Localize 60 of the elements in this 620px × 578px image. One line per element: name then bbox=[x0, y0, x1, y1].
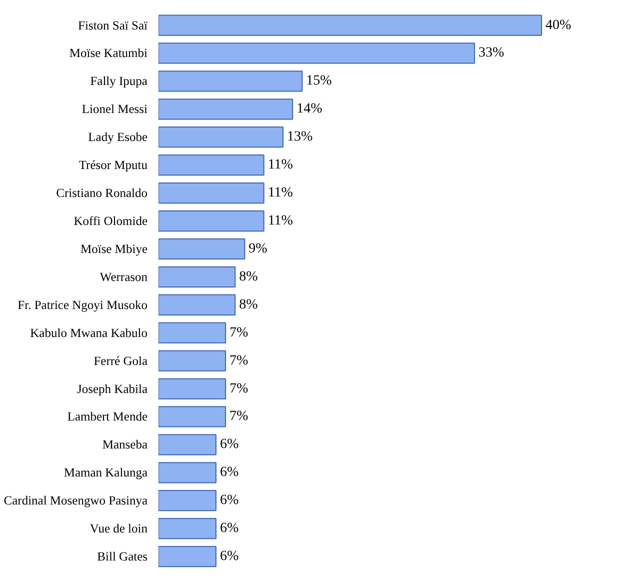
data-label: 15% bbox=[306, 74, 332, 89]
data-label: 8% bbox=[239, 269, 258, 284]
bar bbox=[158, 462, 216, 484]
y-tick-label: Fr. Patrice Ngoyi Musoko bbox=[18, 298, 148, 312]
data-label: 33% bbox=[478, 46, 505, 61]
y-tick-label: Manseba bbox=[102, 438, 148, 452]
data-label: 11% bbox=[268, 214, 294, 228]
bar bbox=[158, 350, 226, 372]
data-label: 11% bbox=[268, 158, 294, 173]
y-tick-label: Bill Gates bbox=[97, 550, 148, 564]
data-label: 8% bbox=[239, 297, 258, 312]
data-label: 7% bbox=[230, 409, 249, 424]
bar bbox=[158, 378, 226, 400]
y-tick-label: Kabulo Mwana Kabulo bbox=[30, 326, 148, 340]
y-tick-label: Koffi Olomide bbox=[74, 214, 148, 228]
bar bbox=[158, 154, 264, 176]
bar bbox=[158, 294, 236, 316]
bar bbox=[158, 98, 294, 120]
y-tick-label: Vue de loin bbox=[90, 522, 148, 536]
data-label: 11% bbox=[268, 186, 294, 201]
y-tick-label: Cardinal Mosengwo Pasinya bbox=[4, 494, 148, 508]
y-tick-label: Fally Ipupa bbox=[90, 74, 148, 88]
data-label: 7% bbox=[230, 353, 249, 368]
bar bbox=[158, 238, 246, 260]
bar bbox=[158, 126, 284, 148]
bar bbox=[158, 266, 236, 288]
y-tick-label: Trésor Mputu bbox=[78, 158, 148, 172]
data-label: 6% bbox=[220, 549, 239, 564]
data-label: 7% bbox=[230, 325, 249, 340]
y-tick-label: Cristiano Ronaldo bbox=[56, 186, 148, 200]
bar bbox=[158, 42, 476, 64]
data-label: 7% bbox=[230, 381, 249, 396]
bar bbox=[158, 14, 542, 36]
y-tick-label: Lionel Messi bbox=[82, 102, 148, 116]
data-label: 13% bbox=[286, 130, 313, 145]
bar bbox=[158, 490, 216, 512]
y-tick-label: Fiston Saï Saï bbox=[78, 18, 148, 32]
data-label: 6% bbox=[220, 437, 239, 452]
y-tick-label: Werrason bbox=[100, 270, 148, 284]
bar bbox=[158, 210, 264, 232]
bar bbox=[158, 406, 226, 428]
y-tick-label: Maman Kalunga bbox=[64, 466, 148, 480]
y-tick-label: Lady Esobe bbox=[88, 130, 148, 144]
y-tick-label: Moïse Mbiye bbox=[80, 242, 148, 256]
y-tick-label: Ferré Gola bbox=[94, 354, 148, 368]
data-label: 40% bbox=[546, 18, 572, 33]
bar bbox=[158, 518, 216, 540]
y-tick-label: Lambert Mende bbox=[67, 410, 148, 424]
bar bbox=[158, 434, 216, 456]
y-tick-label: Moïse Katumbi bbox=[69, 46, 148, 60]
y-tick-label: Joseph Kabila bbox=[77, 382, 148, 396]
data-label: 14% bbox=[296, 102, 323, 117]
data-label: 6% bbox=[220, 521, 239, 536]
bar bbox=[158, 322, 226, 344]
bar bbox=[158, 546, 216, 568]
data-label: 6% bbox=[220, 465, 239, 480]
data-label: 9% bbox=[248, 241, 268, 256]
bar bbox=[158, 182, 264, 204]
data-label: 6% bbox=[220, 493, 239, 508]
bar bbox=[158, 70, 303, 92]
